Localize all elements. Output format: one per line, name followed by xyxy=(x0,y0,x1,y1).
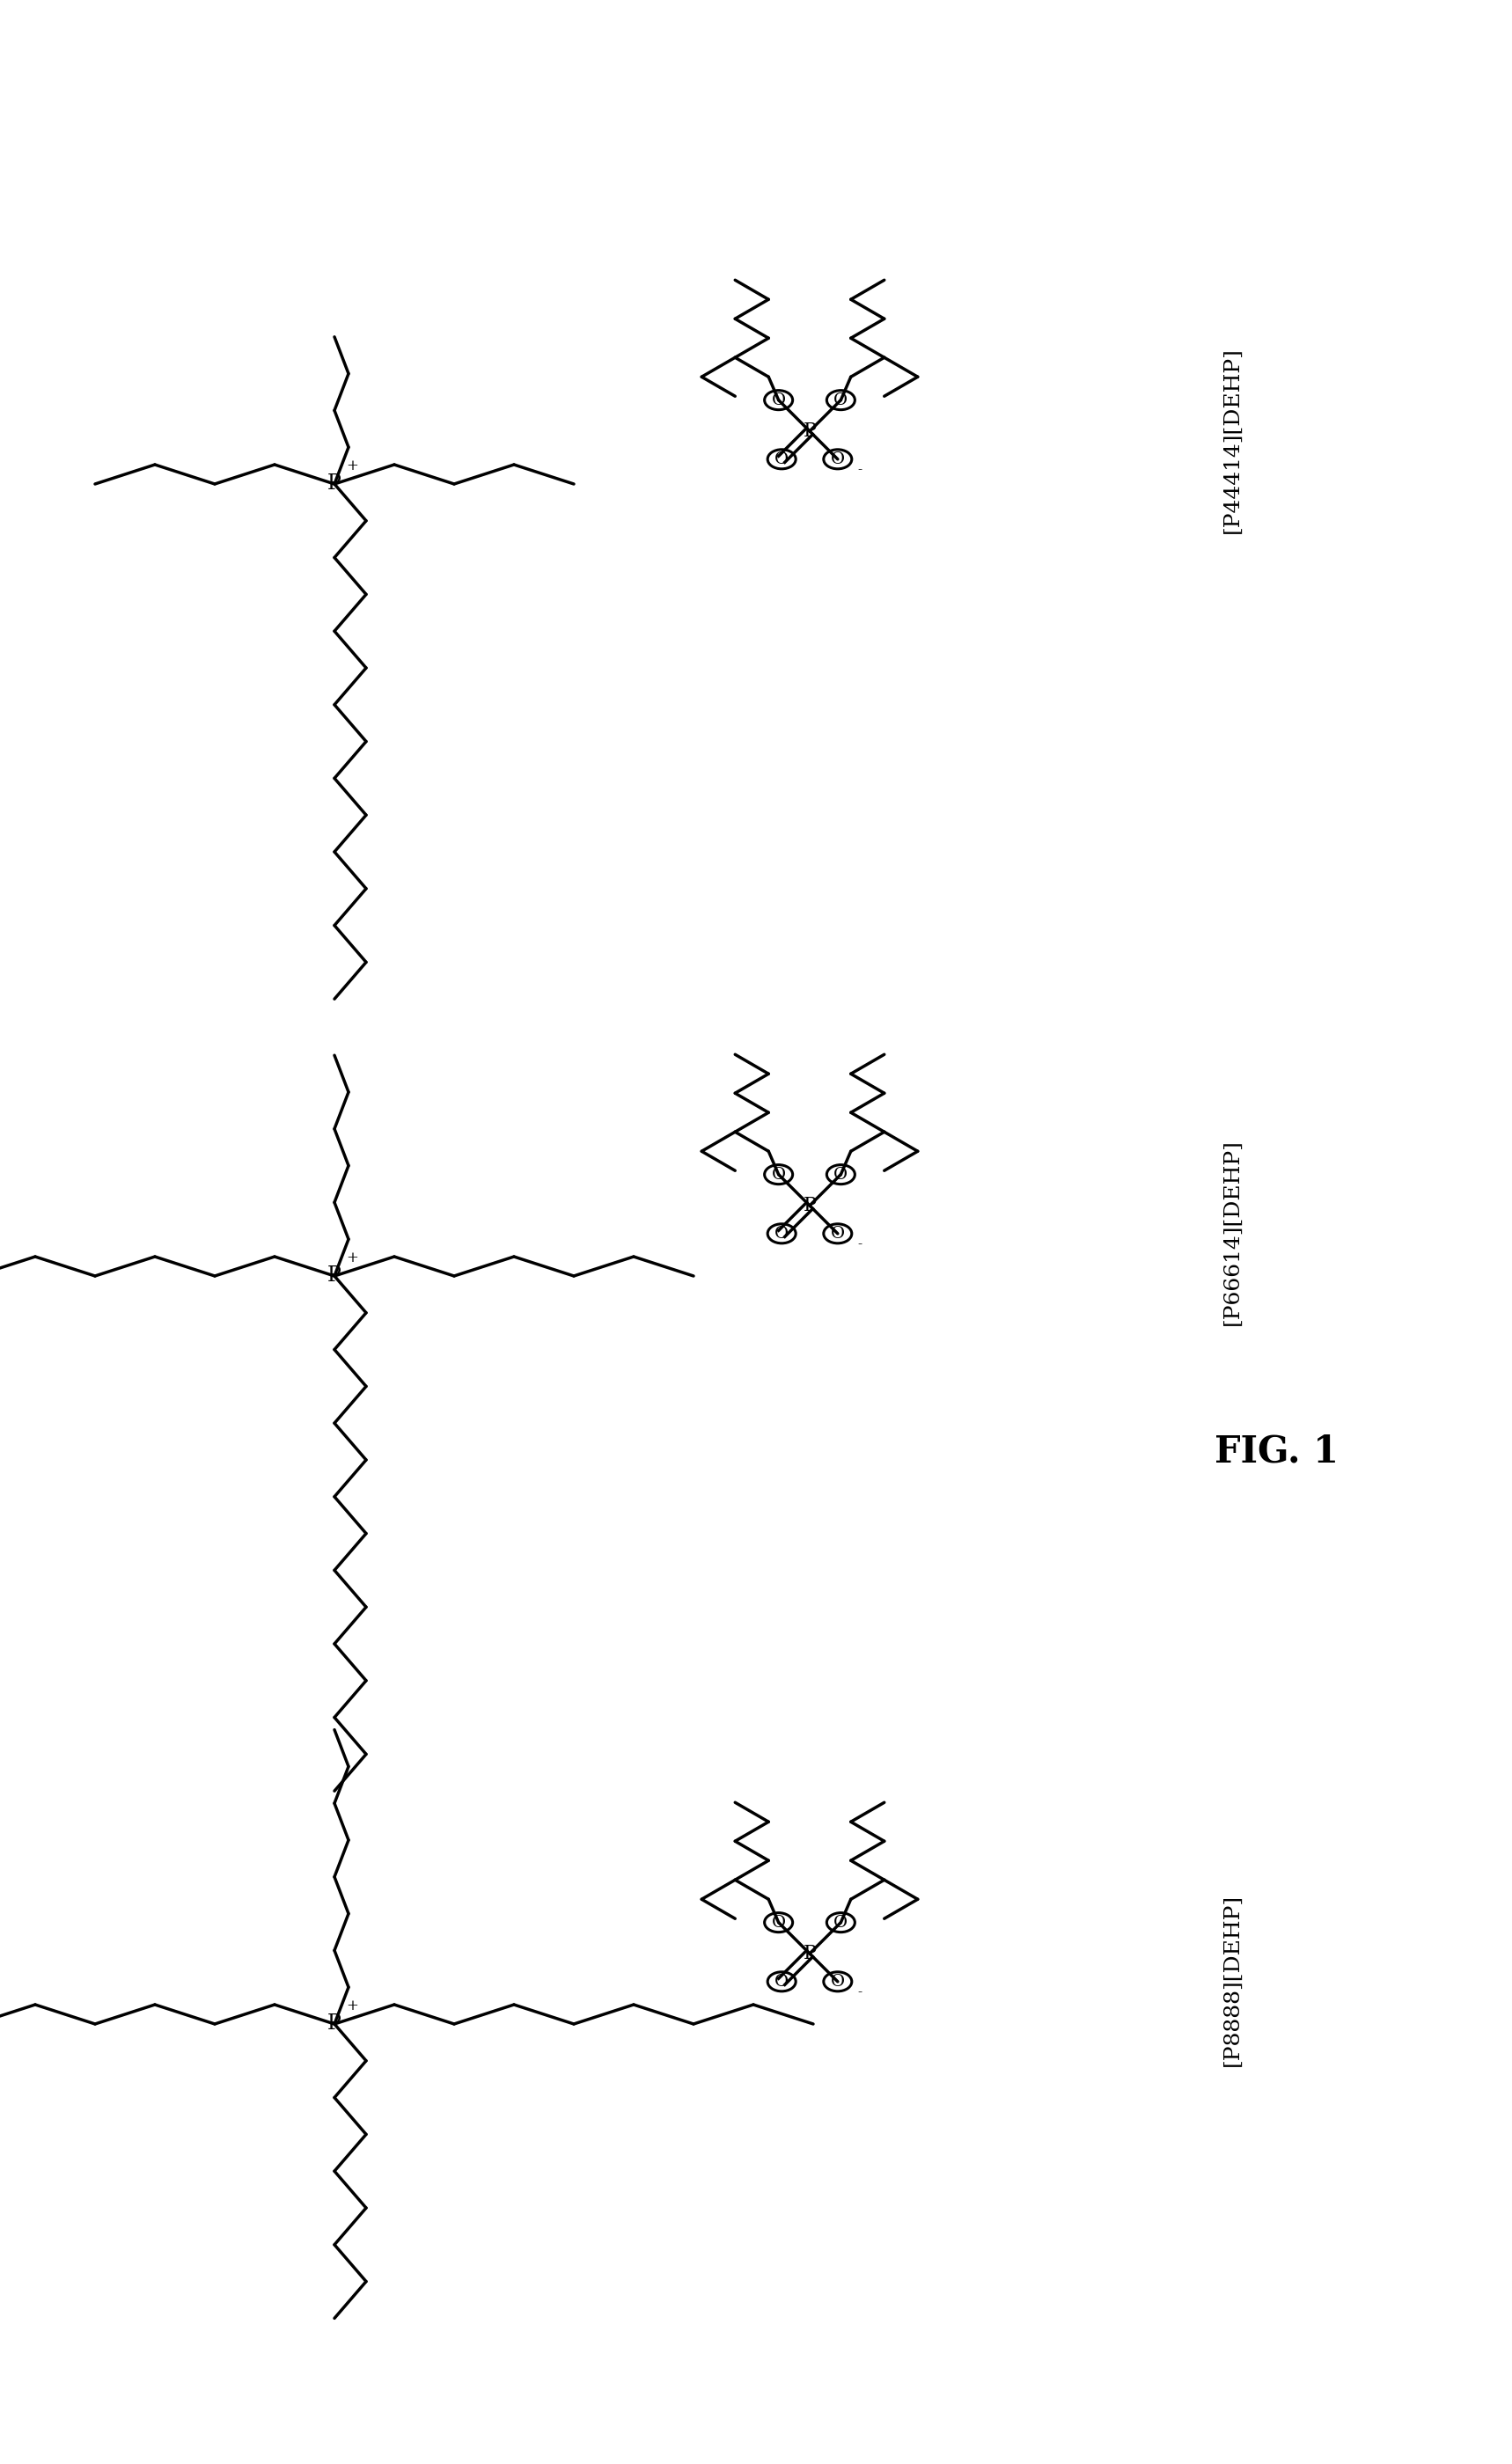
Text: O: O xyxy=(774,1225,789,1242)
Text: P: P xyxy=(803,421,816,441)
Text: O: O xyxy=(774,1974,789,1988)
Text: -: - xyxy=(857,1237,862,1249)
Text: O: O xyxy=(833,392,848,409)
Text: -: - xyxy=(857,1986,862,1998)
Text: O: O xyxy=(833,1915,848,1929)
Text: O: O xyxy=(830,1225,845,1242)
Text: +: + xyxy=(346,458,358,473)
Text: O: O xyxy=(771,392,786,409)
Text: O: O xyxy=(833,1165,848,1183)
Text: P: P xyxy=(328,473,342,495)
Text: O: O xyxy=(774,451,789,468)
Text: O: O xyxy=(771,1915,786,1929)
Text: [P44414][DEHP]: [P44414][DEHP] xyxy=(1222,347,1243,532)
Text: FIG. 1: FIG. 1 xyxy=(1214,1434,1338,1471)
Text: O: O xyxy=(830,1974,845,1988)
Text: [P8888][DEHP]: [P8888][DEHP] xyxy=(1222,1895,1243,2067)
Text: P: P xyxy=(803,1944,816,1964)
Text: -: - xyxy=(857,463,862,476)
Text: O: O xyxy=(771,1165,786,1183)
Text: P: P xyxy=(803,1195,816,1215)
Text: [P66614][DEHP]: [P66614][DEHP] xyxy=(1222,1138,1243,1326)
Text: O: O xyxy=(830,451,845,468)
Text: P: P xyxy=(328,2013,342,2035)
Text: +: + xyxy=(346,1998,358,2013)
Text: P: P xyxy=(328,1266,342,1286)
Text: +: + xyxy=(346,1252,358,1266)
